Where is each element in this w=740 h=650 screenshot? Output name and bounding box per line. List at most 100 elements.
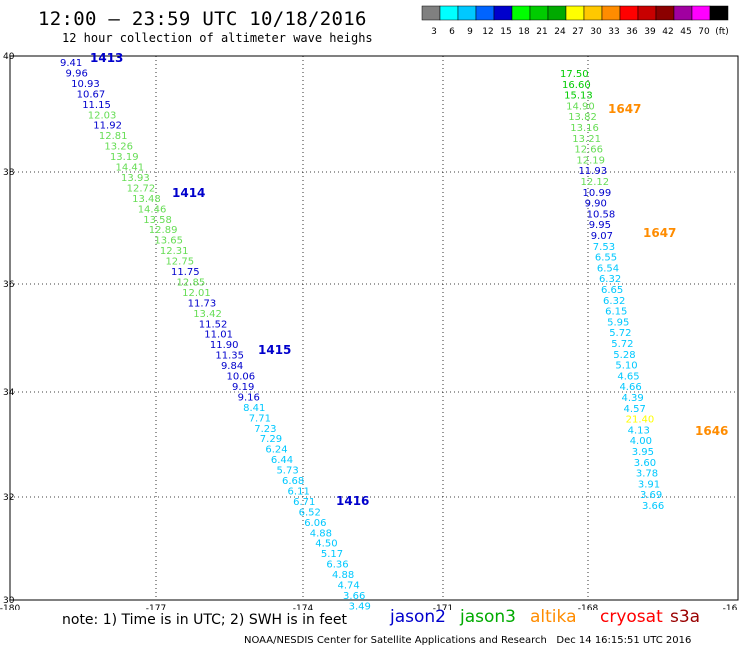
scale-label: 27 xyxy=(572,27,583,37)
swh-value: 5.17 xyxy=(321,549,343,560)
swh-value: 6.44 xyxy=(271,455,293,466)
swh-value: 11.01 xyxy=(204,330,233,341)
swh-value: 6.24 xyxy=(265,445,287,456)
swh-value: 13.19 xyxy=(110,152,139,163)
swh-value: 4.57 xyxy=(624,404,646,415)
scale-label: 36 xyxy=(626,27,638,37)
swh-value: 9.96 xyxy=(66,68,88,79)
swh-value: 11.92 xyxy=(93,121,122,132)
scale-label: 18 xyxy=(518,27,530,37)
swh-value: 11.35 xyxy=(215,351,244,362)
y-tick-label: 38 xyxy=(3,168,15,178)
swh-value: 11.93 xyxy=(578,166,607,177)
swh-value: 6.54 xyxy=(597,263,619,274)
swh-value: 6.65 xyxy=(601,285,623,296)
scale-label: 33 xyxy=(608,27,619,37)
x-tick-label: -177 xyxy=(146,604,166,610)
swh-value: 3.66 xyxy=(642,501,664,512)
note-text: note: 1) Time is in UTC; 2) SWH is in fe… xyxy=(62,612,348,628)
swh-value: 7.53 xyxy=(593,242,615,253)
swh-value: 12.72 xyxy=(127,183,156,194)
scale-label: 39 xyxy=(644,27,656,37)
swh-value: 6.06 xyxy=(304,518,326,529)
swh-value: 10.06 xyxy=(227,372,256,383)
swh-value: 5.95 xyxy=(607,317,629,328)
x-tick-label: -168 xyxy=(578,604,599,610)
x-tick-label: -174 xyxy=(293,604,314,610)
swh-value: 13.42 xyxy=(193,309,222,320)
swh-value: 3.95 xyxy=(632,447,654,458)
swh-value: 5.72 xyxy=(611,339,633,350)
scale-label: 30 xyxy=(590,27,602,37)
swh-value: 3.78 xyxy=(636,469,658,480)
swh-value: 3.49 xyxy=(349,601,371,610)
swh-value: 21.40 xyxy=(626,415,655,426)
swh-value: 3.60 xyxy=(634,458,656,469)
map-title: 12:00 – 23:59 UTC 10/18/2016 xyxy=(38,8,367,30)
legend-cryosat: cryosat xyxy=(600,607,663,627)
swh-value: 12.75 xyxy=(165,257,194,268)
swh-value: 12.66 xyxy=(574,145,603,156)
swh-value: 6.32 xyxy=(599,274,621,285)
swh-value: 3.69 xyxy=(640,490,662,501)
scale-swatch xyxy=(709,5,729,21)
scale-label: 70 xyxy=(698,27,710,37)
scale-label: 15 xyxy=(500,27,511,37)
swh-value: 5.28 xyxy=(613,350,635,361)
swh-value: 9.07 xyxy=(591,231,613,242)
swh-value: 16.60 xyxy=(562,80,591,91)
swh-value: 4.50 xyxy=(315,539,337,550)
swh-value: 13.16 xyxy=(570,123,599,134)
legend-jason3: jason3 xyxy=(460,607,516,627)
altimeter-map: -180 -177 -174 -171 -168 -164038363432309.419… xyxy=(0,51,739,610)
swh-value: 4.13 xyxy=(628,425,650,436)
plot-frame xyxy=(9,55,739,601)
swh-value: 9.84 xyxy=(221,361,243,372)
x-tick-label: -180 xyxy=(0,604,20,610)
swh-value: 13.93 xyxy=(121,173,150,184)
swh-value: 9.95 xyxy=(589,220,611,231)
x-tick-label: -171 xyxy=(433,604,453,610)
swh-value: 5.72 xyxy=(609,328,631,339)
swh-value: 9.90 xyxy=(585,199,607,210)
swh-value: 14.41 xyxy=(116,163,145,174)
scale-label: 45 xyxy=(680,27,691,37)
swh-value: 6.15 xyxy=(605,307,627,318)
swh-value: 12.03 xyxy=(88,110,117,121)
swh-value: 3.91 xyxy=(638,479,660,490)
swh-value: 6.36 xyxy=(326,560,348,571)
swh-value: 15.13 xyxy=(564,91,593,102)
pass-time-label: 1647 xyxy=(643,226,676,240)
swh-value: 6.32 xyxy=(603,296,625,307)
swh-value: 5.73 xyxy=(276,466,298,477)
swh-value: 12.12 xyxy=(581,177,610,188)
legend-row: note: 1) Time is in UTC; 2) SWH is in fe… xyxy=(0,607,740,630)
map-subtitle: 12 hour collection of altimeter wave hei… xyxy=(62,31,373,45)
swh-value: 10.58 xyxy=(587,209,616,220)
swh-value: 13.58 xyxy=(143,215,172,226)
swh-value: 9.19 xyxy=(232,382,254,393)
swh-value: 9.41 xyxy=(60,58,82,69)
pass-time-label: 1646 xyxy=(695,424,728,438)
swh-value: 10.93 xyxy=(71,79,100,90)
scale-label: 9 xyxy=(467,27,473,37)
pass-time-label: 1414 xyxy=(172,186,205,200)
swh-value: 7.29 xyxy=(260,434,282,445)
swh-value: 12.01 xyxy=(182,288,211,299)
swh-value: 4.88 xyxy=(310,528,332,539)
swh-value: 4.74 xyxy=(338,581,360,592)
scale-label: 24 xyxy=(554,27,566,37)
swh-value: 6.11 xyxy=(288,486,310,497)
swh-value: 13.65 xyxy=(154,236,183,247)
x-tick-label: -16 xyxy=(723,604,738,610)
swh-value: 11.90 xyxy=(210,340,239,351)
y-tick-label: 36 xyxy=(3,280,15,290)
legend-jason2: jason2 xyxy=(390,607,446,627)
legend-altika: altika xyxy=(530,607,577,627)
swh-value: 10.67 xyxy=(77,89,106,100)
swh-value: 12.19 xyxy=(576,155,605,166)
y-tick-label: 30 xyxy=(3,596,15,606)
swh-value: 6.71 xyxy=(293,497,315,508)
swh-value: 7.71 xyxy=(249,413,271,424)
swh-value: 17.50 xyxy=(560,69,589,80)
